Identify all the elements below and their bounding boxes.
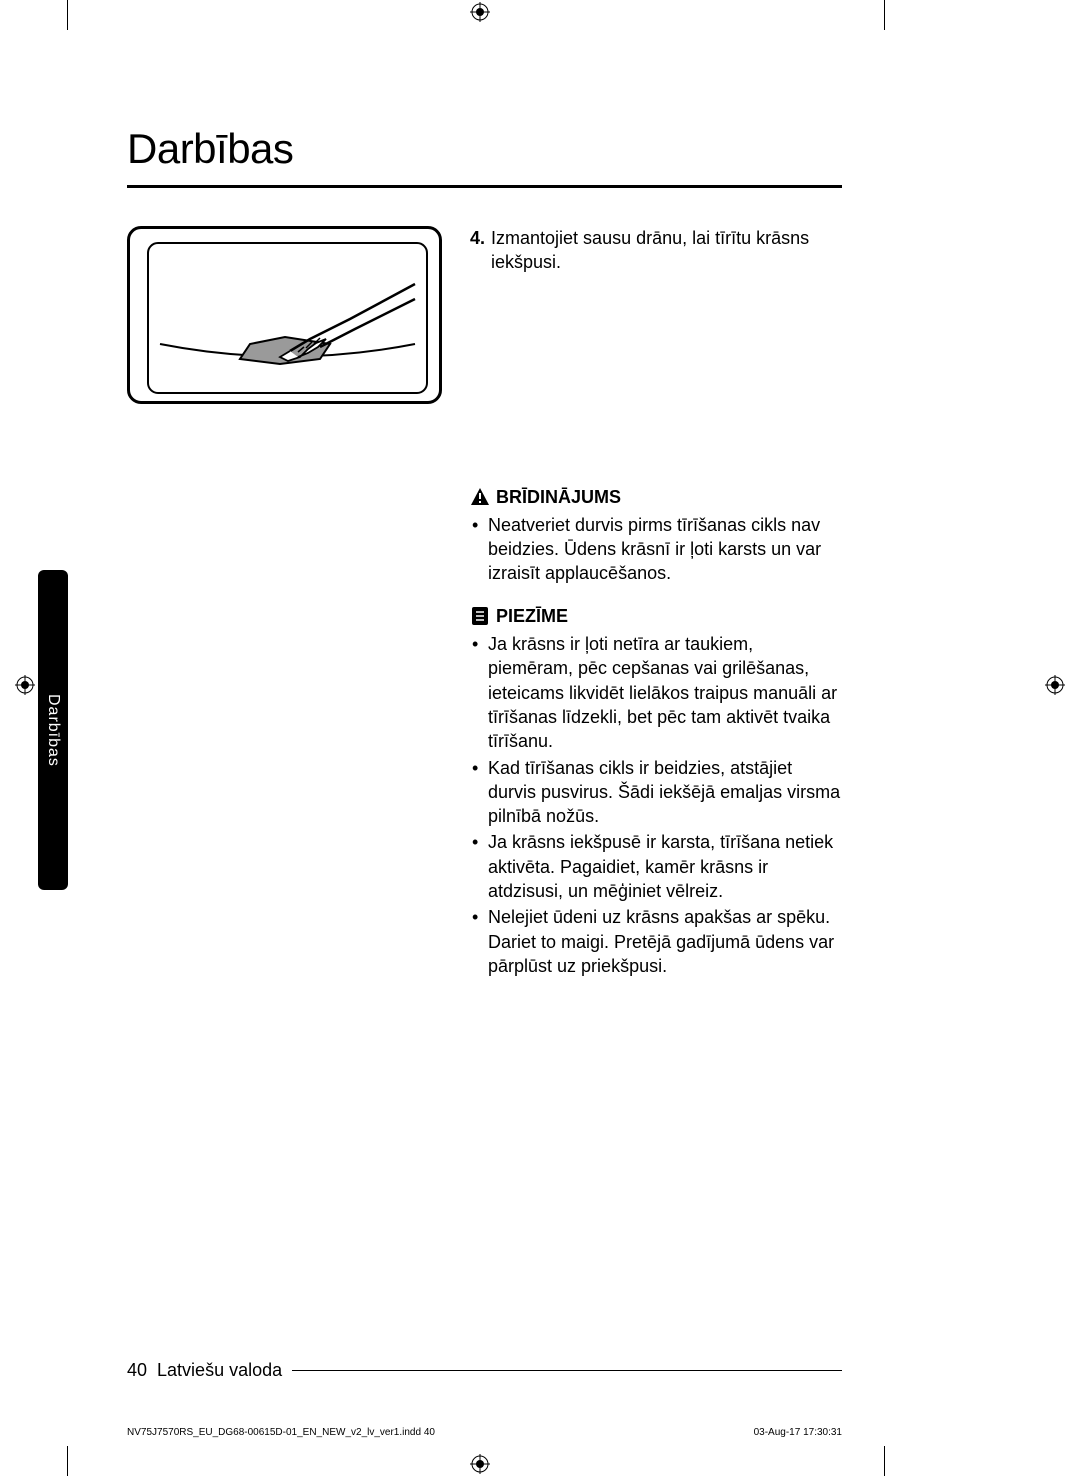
step-4: 4. Izmantojiet sausu drānu, lai tīrītu k… [470, 226, 842, 275]
page-number: 40 [127, 1360, 147, 1381]
note-item: Ja krāsns iekšpusē ir karsta, tīrīšana n… [470, 830, 842, 903]
title-rule [127, 185, 842, 188]
footer-rule [292, 1370, 842, 1371]
print-imprint: NV75J7570RS_EU_DG68-00615D-01_EN_NEW_v2_… [127, 1427, 842, 1438]
warning-item: Neatveriet durvis pirms tīrīšanas cikls … [470, 513, 842, 586]
section-side-tab: Darbības [38, 570, 68, 890]
step-number: 4. [470, 226, 485, 275]
imprint-file: NV75J7570RS_EU_DG68-00615D-01_EN_NEW_v2_… [127, 1427, 435, 1438]
note-block: PIEZĪME Ja krāsns ir ļoti netīra ar tauk… [470, 604, 842, 978]
note-item: Kad tīrīšanas cikls ir beidzies, atstāji… [470, 756, 842, 829]
warning-icon [470, 487, 490, 507]
note-item: Ja krāsns ir ļoti netīra ar taukiem, pie… [470, 632, 842, 753]
side-tab-label: Darbības [44, 694, 62, 767]
imprint-timestamp: 03-Aug-17 17:30:31 [754, 1427, 842, 1438]
note-heading: PIEZĪME [470, 604, 842, 628]
content-columns: 4. Izmantojiet sausu drānu, lai tīrītu k… [127, 226, 842, 980]
crop-mark [67, 0, 68, 30]
warning-block: BRĪDINĀJUMS Neatveriet durvis pirms tīrī… [470, 485, 842, 586]
warning-list: Neatveriet durvis pirms tīrīšanas cikls … [470, 513, 842, 586]
crop-mark [884, 1446, 885, 1476]
registration-mark-icon [15, 675, 35, 695]
page-footer: 40 Latviešu valoda [127, 1360, 842, 1381]
registration-mark-icon [470, 1454, 490, 1474]
note-icon [470, 606, 490, 626]
note-item: Nelejiet ūdeni uz krāsns apakšas ar spēk… [470, 905, 842, 978]
footer-lang: Latviešu valoda [157, 1360, 282, 1381]
page-content: Darbības 4. Izmantojiet sausu drānu, lai… [127, 125, 842, 980]
step-text: Izmantojiet sausu drānu, lai tīrītu krās… [491, 226, 842, 275]
illustration-column [127, 226, 442, 980]
note-list: Ja krāsns ir ļoti netīra ar taukiem, pie… [470, 632, 842, 978]
crop-mark [67, 1446, 68, 1476]
crop-mark [884, 0, 885, 30]
note-label: PIEZĪME [496, 604, 568, 628]
registration-mark-icon [1045, 675, 1065, 695]
warning-heading: BRĪDINĀJUMS [470, 485, 842, 509]
oven-wipe-illustration [127, 226, 442, 404]
warning-label: BRĪDINĀJUMS [496, 485, 621, 509]
page-title: Darbības [127, 125, 842, 173]
text-column: 4. Izmantojiet sausu drānu, lai tīrītu k… [470, 226, 842, 980]
registration-mark-icon [470, 2, 490, 22]
